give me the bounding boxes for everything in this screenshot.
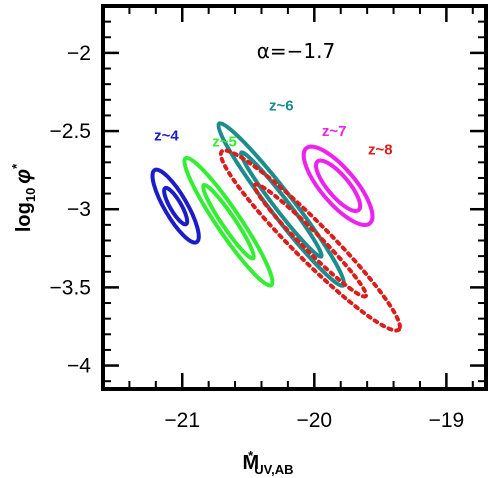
x-tick-label: −19 [429,409,465,432]
x-tick-labels: −21 −20 −19 [164,409,464,432]
contour-group-z4 [150,167,201,245]
y-tick-labels: −2 −2.5 −3 −3.5 −4 [50,42,92,378]
x-tick-label: −20 [296,409,332,432]
inner-contour-z6 [238,150,324,259]
contour-group-z5 [182,155,275,288]
outer-contour-z4 [150,167,201,245]
plot-frame [101,4,488,391]
inner-contour-z4 [162,185,190,227]
contour-series [150,121,402,333]
alpha-annotation: α=−1.7 [257,39,336,63]
series-label-z6: z~6 [269,98,294,115]
inner-contour-z7 [314,158,363,214]
y-tick-label: −3.5 [50,276,91,299]
contour-group-z8 [218,148,402,333]
series-label-z5: z~5 [212,134,237,151]
y-tick-label: −2.5 [50,120,91,143]
contour-group-z7 [301,144,375,227]
outer-contour-z5 [182,155,275,288]
outer-contour-z8 [218,148,402,333]
y-tick-label: −2 [67,42,91,65]
axis-ticks [102,5,486,389]
series-label-z8: z~8 [368,142,393,159]
x-tick-label: −21 [164,409,200,432]
x-axis-title: M*UV,AB [243,448,294,477]
y-tick-label: −3 [67,198,91,221]
y-axis-title: log10φ* [9,163,38,232]
series-labels: z~4 z~5 z~6 z~7 z~8 [154,98,393,159]
outer-contour-z7 [301,144,375,227]
inner-contour-z5 [201,182,256,261]
series-label-z7: z~7 [322,123,347,140]
series-label-z4: z~4 [154,127,179,144]
y-tick-label: −4 [67,355,91,378]
inner-contour-z8 [252,182,369,299]
